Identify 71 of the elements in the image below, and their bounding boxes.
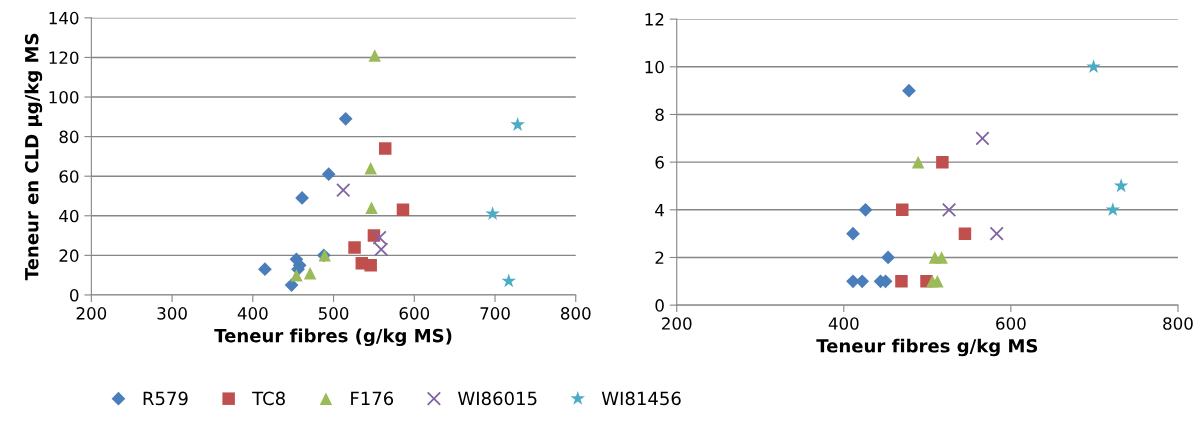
y-tick-label: 6 [655,156,664,169]
x-tick-label: 200 [76,307,107,320]
point [396,203,410,217]
x-axis-title: Teneur fibres (g/kg MS) [214,328,452,347]
x-tick-label: 800 [560,307,591,320]
point [378,142,392,155]
legend-label: WI86015 [458,391,537,406]
point [895,275,908,288]
x-tick-label: 700 [480,307,510,320]
point [1113,178,1129,193]
point [348,241,361,254]
point [258,262,272,277]
legend-label: R579 [143,391,188,406]
y-tick-label: 20 [59,249,79,262]
point [941,202,957,217]
point [303,266,317,280]
x-axis-title: Teneur fibres g/kg MS [816,338,1038,357]
x-tick-label: 400 [828,317,859,330]
x-tick-label: 600 [399,307,430,320]
legend-label: WI81456 [601,391,681,406]
point [902,83,916,98]
point [364,259,377,272]
y-tick-label: 12 [645,13,664,26]
point [958,227,972,240]
point [284,278,299,292]
y-tick-label: 140 [49,11,79,25]
point [290,268,303,282]
x-tick-label: 400 [237,307,268,320]
point [321,167,336,182]
y-tick-label: 2 [655,251,664,264]
y-tick-label: 120 [49,51,79,64]
x-tick-label: 800 [1163,317,1193,330]
point [501,273,517,288]
point [846,226,860,241]
legend-label: TC8 [252,391,285,406]
point [989,226,1004,241]
y-tick-label: 10 [645,60,664,74]
point [935,251,948,264]
y-tick-label: 80 [59,130,79,144]
y-tick-label: 40 [59,209,79,223]
point [975,131,990,146]
point [368,49,381,62]
point [338,111,353,126]
y-tick-label: 8 [655,108,664,122]
point [365,201,378,215]
point [881,250,895,265]
y-tick-label: 0 [655,299,664,312]
point [931,275,944,288]
x-tick-label: 200 [662,317,692,330]
point [364,162,377,175]
x-tick-label: 500 [318,307,349,320]
x-tick-label: 600 [996,317,1026,330]
y-tick-label: 60 [59,170,79,183]
y-tick-label: 100 [49,90,79,104]
point [1105,202,1121,216]
point [1086,59,1101,73]
point [855,274,870,289]
point [485,206,500,220]
x-tick-label: 300 [157,307,187,320]
y-tick-label: 0 [70,288,79,302]
point [936,155,949,169]
y-axis-title: Teneur en CLD µg/kg MS [24,33,43,281]
point [372,230,387,245]
point [896,203,909,217]
point [510,117,525,131]
legend-label: F176 [351,391,394,406]
point [374,242,389,257]
point [858,202,873,217]
y-tick-label: 4 [655,203,664,217]
point [911,155,925,169]
point [336,182,351,198]
